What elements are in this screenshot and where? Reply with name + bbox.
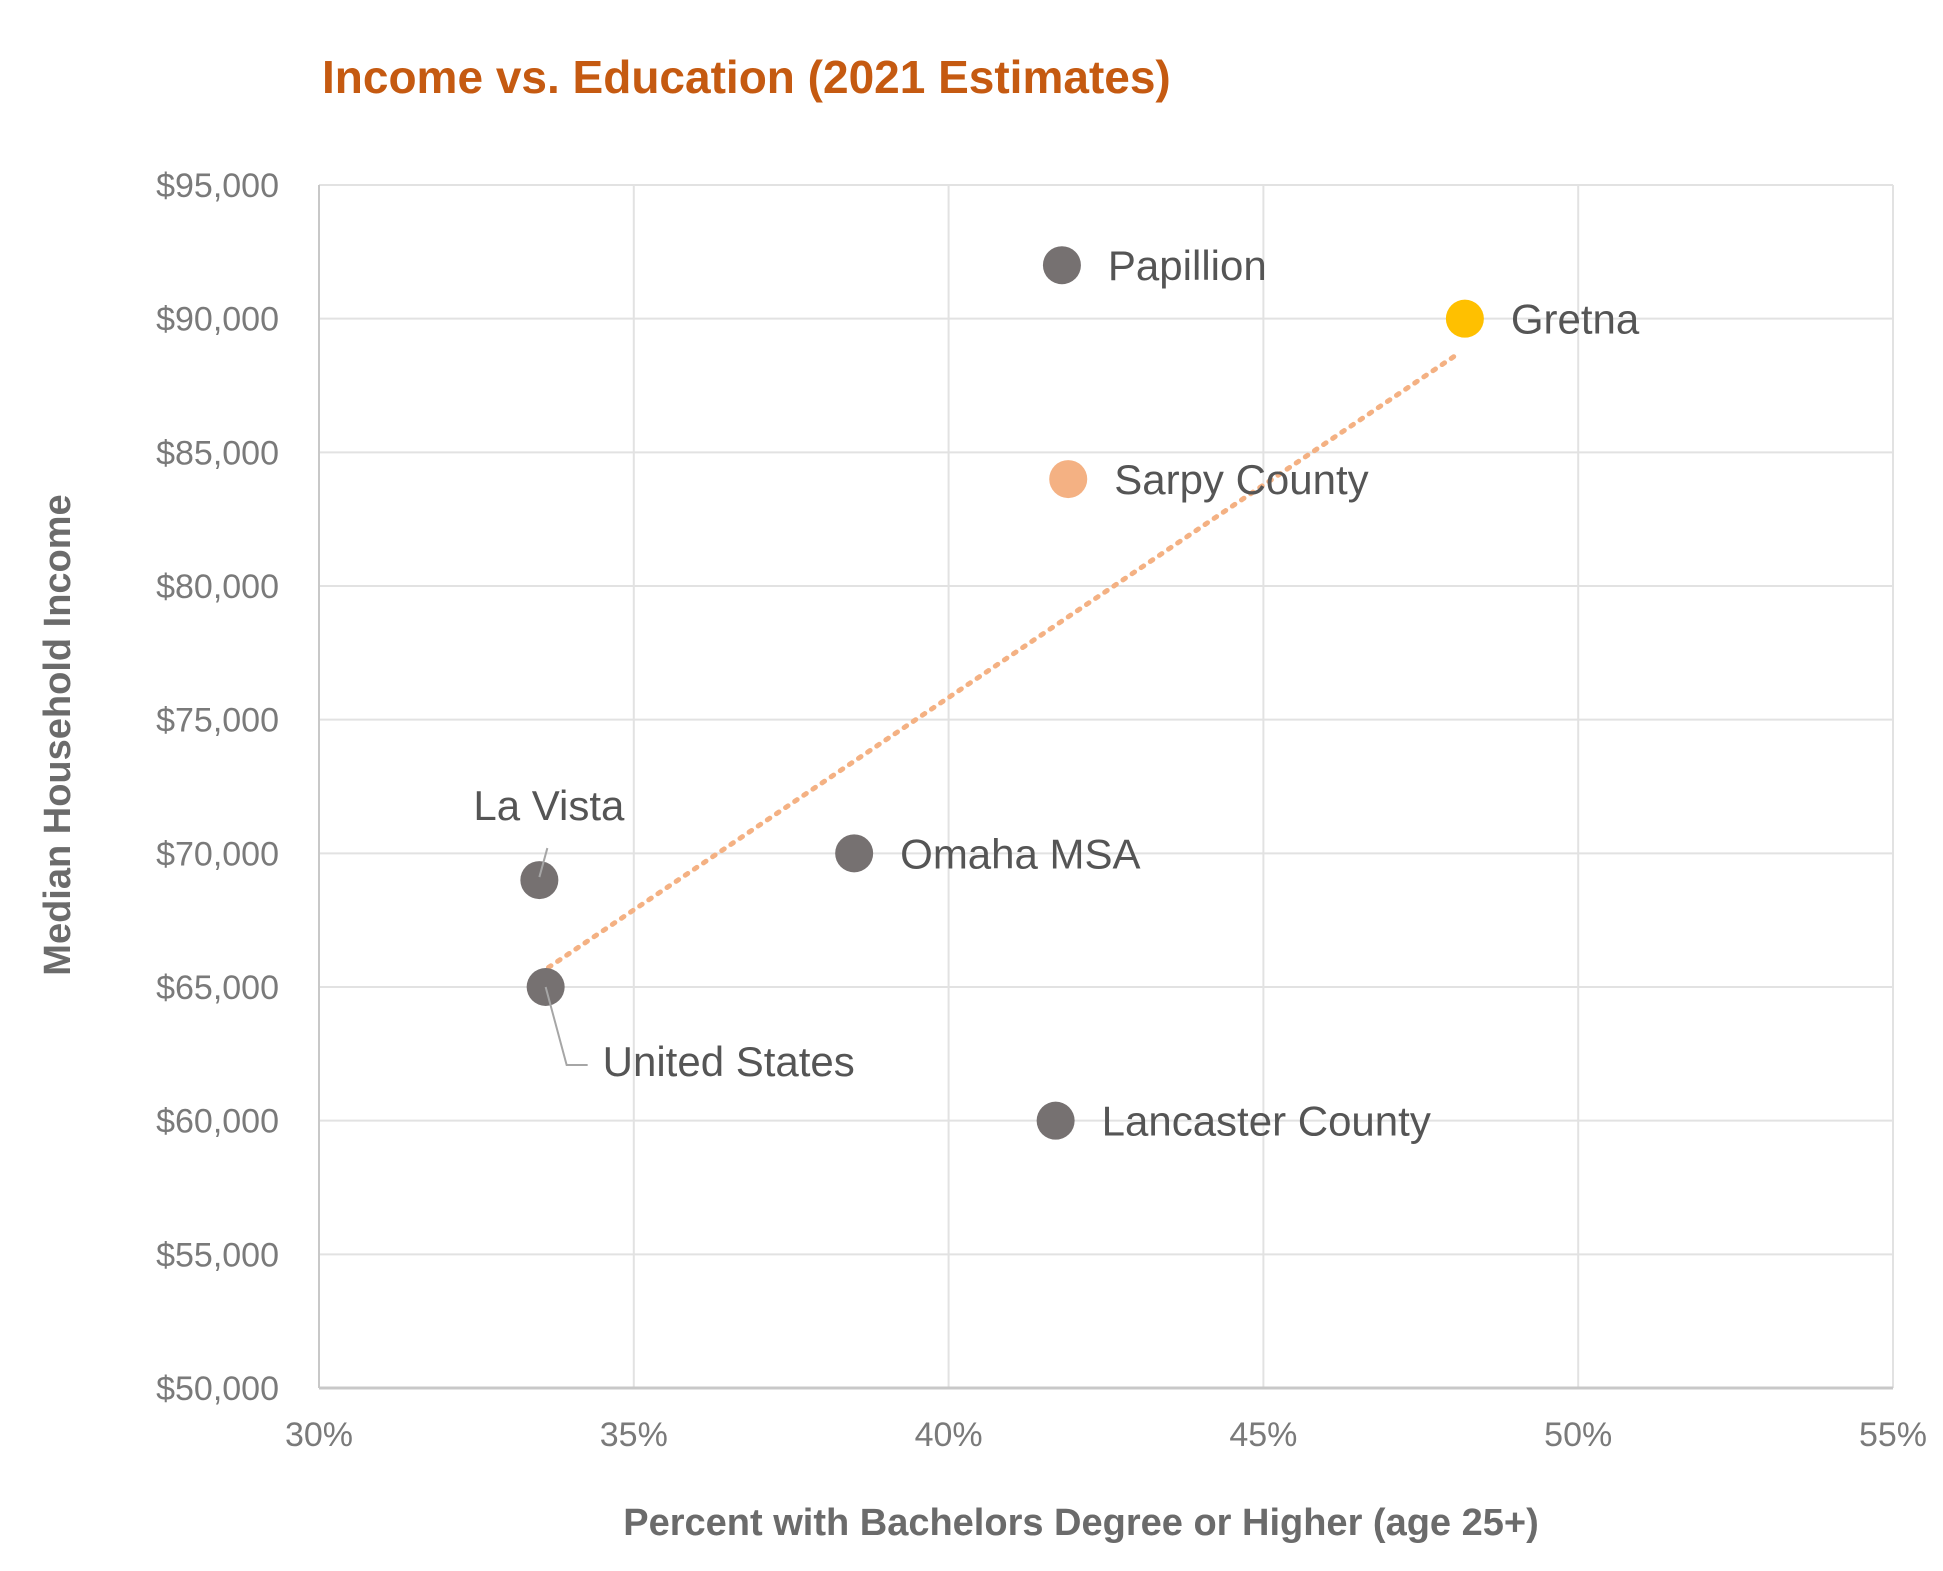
x-tick-label: 30%	[285, 1416, 353, 1454]
axis-layer: $50,000 $55,000 $60,000 $65,000 $70,000 $75,0…	[156, 167, 1927, 1454]
y-tick-label: $50,000	[156, 1370, 279, 1408]
x-tick-label: 35%	[600, 1416, 668, 1454]
point-label-united-states: United States	[603, 1038, 855, 1085]
trend-layer	[536, 350, 1462, 977]
y-tick-label: $85,000	[156, 434, 279, 472]
label-layer: Papillion Gretna Sarpy County Omaha MSA La V…	[473, 242, 1640, 1144]
chart-title: Income vs. Education (2021 Estimates)	[322, 51, 1171, 103]
point-sarpy-county	[1049, 460, 1088, 499]
point-omaha-msa	[835, 834, 874, 873]
point-lancaster-county	[1036, 1101, 1075, 1140]
y-tick-label: $55,000	[156, 1236, 279, 1274]
y-tick-label: $80,000	[156, 568, 279, 606]
y-tick-label: $75,000	[156, 702, 279, 740]
y-tick-label: $65,000	[156, 969, 279, 1007]
y-tick-label: $60,000	[156, 1103, 279, 1141]
trendline	[536, 350, 1462, 977]
point-gretna	[1445, 299, 1484, 338]
leader-line-united-states	[544, 986, 588, 1066]
x-tick-label: 55%	[1859, 1416, 1927, 1454]
x-axis-title: Percent with Bachelors Degree or Higher …	[623, 1502, 1538, 1544]
x-tick-label: 50%	[1544, 1416, 1612, 1454]
point-papillion	[1042, 246, 1081, 285]
y-tick-label: $90,000	[156, 301, 279, 339]
x-tick-label: 40%	[915, 1416, 983, 1454]
point-layer	[520, 246, 1484, 1140]
point-label-omaha-msa: Omaha MSA	[900, 830, 1140, 877]
point-label-la-vista: La Vista	[473, 782, 625, 829]
grid-layer	[319, 184, 1894, 1388]
point-label-lancaster-county: Lancaster County	[1102, 1098, 1431, 1145]
point-la-vista	[520, 861, 559, 900]
point-label-gretna: Gretna	[1511, 296, 1640, 343]
point-label-sarpy-county: Sarpy County	[1114, 456, 1368, 503]
point-label-papillion: Papillion	[1108, 242, 1267, 289]
x-tick-label: 45%	[1229, 1416, 1297, 1454]
y-tick-label: $95,000	[156, 167, 279, 205]
y-axis-title: Median Household Income	[37, 494, 79, 975]
y-tick-label: $70,000	[156, 835, 279, 873]
leader-line-la-vista	[538, 847, 549, 878]
